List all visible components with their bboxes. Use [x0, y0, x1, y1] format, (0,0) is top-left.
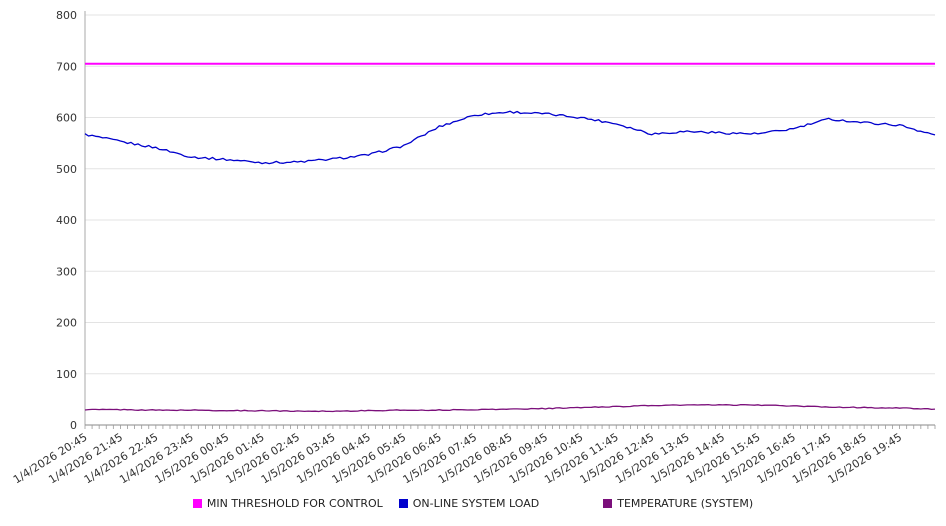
- legend-label: ON-LINE SYSTEM LOAD: [412, 497, 540, 510]
- legend-swatch-icon: [192, 499, 202, 508]
- y-axis-tick-label: 100: [56, 368, 77, 381]
- legend-swatch-icon: [603, 499, 613, 508]
- chart-legend: MIN THRESHOLD FOR CONTROL ON-LINE SYSTEM …: [0, 497, 946, 510]
- series-line-temperature-system-: [84, 403, 936, 413]
- legend-label: TEMPERATURE (SYSTEM): [617, 497, 754, 510]
- legend-label: MIN THRESHOLD FOR CONTROL: [206, 497, 383, 510]
- series-line-on-line-system-load: [84, 110, 936, 165]
- y-axis-tick-label: 400: [56, 214, 77, 227]
- y-axis-tick-label: 500: [56, 163, 77, 176]
- legend-item: MIN THRESHOLD FOR CONTROL: [192, 497, 383, 510]
- legend-item: ON-LINE SYSTEM LOAD: [398, 497, 540, 510]
- legend-item: TEMPERATURE (SYSTEM): [603, 497, 753, 510]
- y-axis-tick-label: 800: [56, 9, 77, 22]
- y-axis-tick-label: 600: [56, 112, 77, 125]
- y-axis-tick-label: 200: [56, 317, 77, 330]
- legend-swatch-icon: [398, 499, 408, 508]
- y-axis-tick-label: 0: [70, 419, 77, 432]
- y-axis-tick-label: 700: [56, 60, 77, 73]
- y-axis-tick-label: 300: [56, 265, 77, 278]
